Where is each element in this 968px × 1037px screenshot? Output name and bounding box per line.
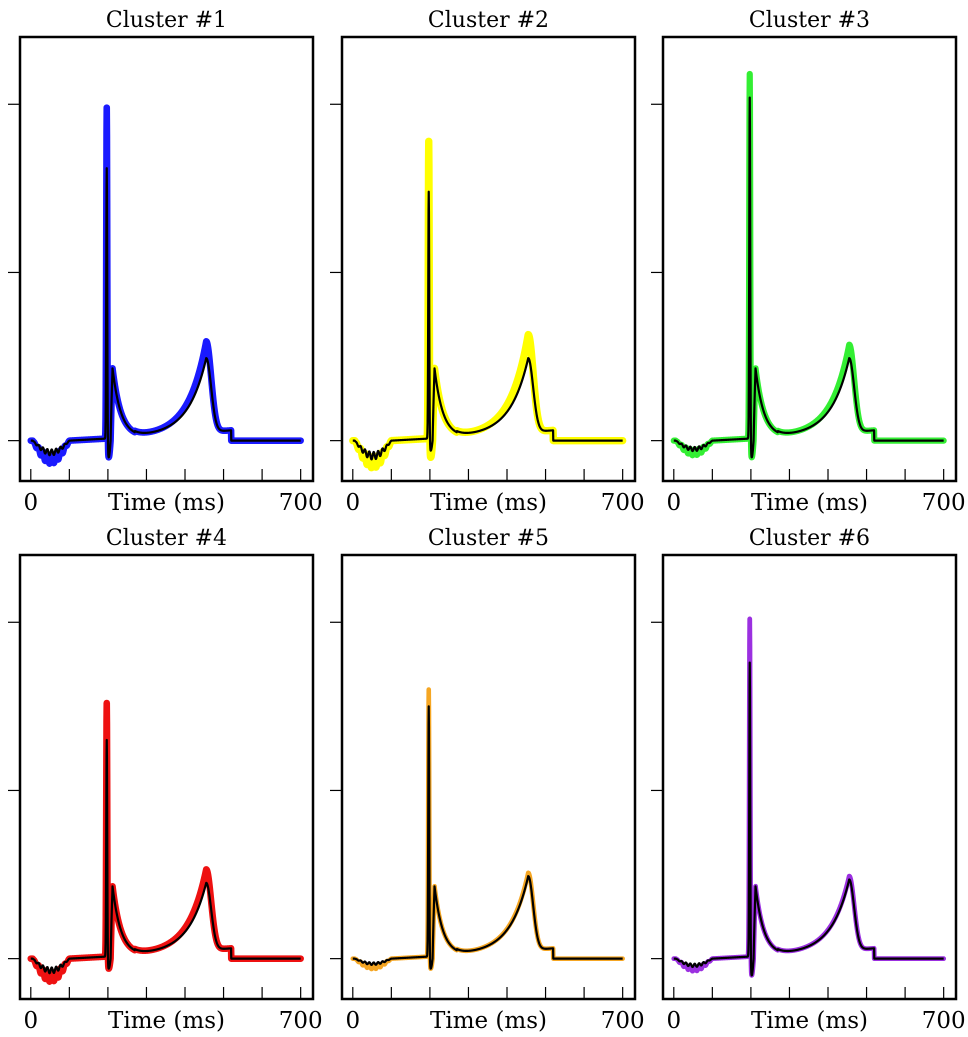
subplot-title: Cluster #5 <box>428 526 549 551</box>
x-axis-label: Time (ms) <box>751 1008 868 1034</box>
x-axis-label: Time (ms) <box>108 1008 225 1034</box>
x-tick-label: 0 <box>666 490 681 516</box>
subplot-4: Cluster #4 0 700 Time (ms) <box>8 526 323 1034</box>
subplot-title: Cluster #1 <box>106 8 227 33</box>
x-tick-label: 700 <box>601 1008 645 1034</box>
x-tick-label: 0 <box>345 1008 360 1034</box>
cluster-band <box>350 687 625 972</box>
plot-frame <box>340 35 637 483</box>
x-tick-label: 0 <box>345 490 360 516</box>
x-axis-label: Time (ms) <box>430 490 547 516</box>
x-tick-label: 700 <box>279 490 323 516</box>
subplot-2: Cluster #2 0 700 Time (ms) <box>330 8 645 516</box>
cluster-band <box>27 699 304 985</box>
subplot-title: Cluster #6 <box>749 526 870 551</box>
plot-frame <box>661 35 958 483</box>
plot-frame <box>340 553 637 1001</box>
mean-trace <box>351 705 624 970</box>
subplot-5: Cluster #5 0 700 Time (ms) <box>330 526 645 1034</box>
x-tick-label: 0 <box>23 490 38 516</box>
subplot-1: Cluster #1 0 700 Time (ms) <box>8 8 323 516</box>
x-tick-label: 0 <box>23 1008 38 1034</box>
x-axis-label: Time (ms) <box>430 1008 547 1034</box>
subplot-title: Cluster #4 <box>106 526 227 551</box>
subplot-title: Cluster #2 <box>428 8 549 33</box>
x-axis-label: Time (ms) <box>751 490 868 516</box>
cluster-band <box>671 616 947 978</box>
x-axis-label: Time (ms) <box>108 490 225 516</box>
plot-frame <box>18 35 315 483</box>
subplot-title: Cluster #3 <box>749 8 870 33</box>
mean-trace <box>351 190 624 461</box>
x-tick-label: 700 <box>601 490 645 516</box>
mean-trace <box>29 738 302 975</box>
x-tick-label: 700 <box>922 1008 966 1034</box>
x-tick-label: 700 <box>279 1008 323 1034</box>
subplot-3: Cluster #3 0 700 Time (ms) <box>651 8 966 516</box>
plot-frame <box>661 553 958 1001</box>
mean-trace <box>672 661 945 977</box>
cluster-band <box>670 70 947 461</box>
mean-trace <box>29 167 302 459</box>
cluster-band <box>349 137 627 472</box>
mean-trace <box>672 96 945 459</box>
cluster-band <box>27 104 304 467</box>
x-tick-label: 0 <box>666 1008 681 1034</box>
x-tick-label: 700 <box>922 490 966 516</box>
subplot-6: Cluster #6 0 700 Time (ms) <box>651 526 966 1034</box>
plot-frame <box>18 553 315 1001</box>
